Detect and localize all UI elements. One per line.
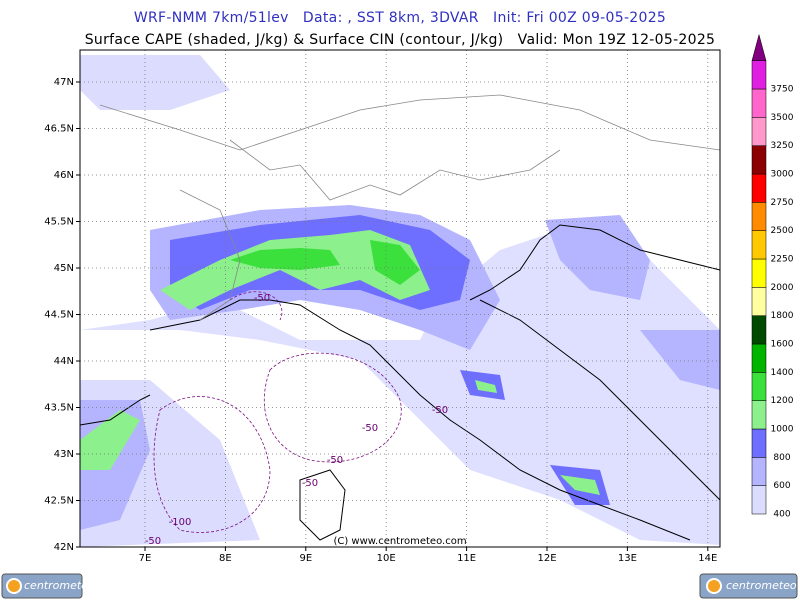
map-labels: 42N 42.5N 43N 43.5N 44N 44.5N 45N 45.5N 46N 46.5N… [44,77,717,564]
colorbar-label: 1200 [771,396,794,406]
colorbar: 400 600 800 1000 1200 1400 1600 1800 2000 2250 250… [751,33,794,520]
lon-label: 13E [618,553,637,564]
colorbar-swatch [751,343,767,373]
colorbar-swatch [751,117,767,146]
lon-label: 9E [299,553,312,564]
colorbar-swatch [751,202,767,231]
colorbar-label: 2000 [771,283,794,293]
colorbar-swatch [751,400,767,430]
lat-label: 42.5N [44,496,74,507]
lon-label: 14E [698,553,717,564]
map: 42N 42.5N 43N 43.5N 44N 44.5N 45N 45.5N 46N 46.5N… [44,49,721,564]
cin-label: -50 [302,478,318,489]
lat-label: 46.5N [44,124,74,135]
lat-label: 43N [54,449,74,460]
lat-label: 42N [54,542,74,553]
cin-label: -50 [362,423,378,434]
colorbar-label: 1800 [771,311,794,321]
lon-label: 8E [219,553,232,564]
lon-label: 12E [537,553,556,564]
lon-label: 11E [457,553,476,564]
logo-text: centrometeo [24,579,95,592]
colorbar-swatch [751,287,767,316]
colorbar-swatch [751,173,767,203]
lon-label: 10E [377,553,396,564]
header-line1: WRF-NMM 7km/51lev Data: , SST 8km, 3DVAR… [134,10,666,26]
map-frame [79,49,721,548]
colorbar-label: 3500 [771,113,794,123]
copyright: (C) www.centrometeo.com [333,536,466,547]
lat-label: 47N [54,77,74,88]
colorbar-swatch [751,145,767,175]
colorbar-swatch [751,428,767,458]
colorbar-label: 800 [773,453,790,463]
cin-label: -50 [432,405,448,416]
colorbar-swatch [751,315,767,345]
lat-label: 45.5N [44,217,74,228]
cin-contours [153,291,402,533]
colorbar-label: 1000 [771,425,794,435]
cin-label: -50 [327,455,343,466]
cin-label: -50 [254,293,270,304]
colorbar-label: 3250 [771,141,794,151]
lon-label: 7E [139,553,152,564]
lat-label: 46N [54,170,74,181]
colorbar-label: 2750 [771,198,794,208]
colorbar-swatch [751,457,767,486]
cin-label: -100 [169,517,192,528]
colorbar-swatch [751,60,767,90]
colorbar-label: 1600 [771,340,794,350]
colorbar-label: 2250 [771,255,794,265]
graticule [80,50,720,547]
colorbar-label: 2500 [771,226,794,236]
lat-label: 44N [54,356,74,367]
lat-label: 44.5N [44,310,74,321]
colorbar-label: 3750 [771,85,794,95]
colorbar-label: 400 [773,510,790,520]
cin-label: -50 [145,536,161,547]
colorbar-label: 600 [773,481,790,491]
logo-right: centrometeo [699,573,798,599]
lat-label: 43.5N [44,403,74,414]
colorbar-label: 3000 [771,170,794,180]
colorbar-label: 1400 [771,368,794,378]
colorbar-swatch [751,230,767,260]
colorbar-arrow [751,33,767,61]
header-line2: Surface CAPE (shaded, J/kg) & Surface CI… [85,32,716,48]
colorbar-swatch [751,88,767,118]
logo-text: centrometeo [726,579,797,592]
lat-label: 45N [54,263,74,274]
cape-shading [80,55,720,547]
colorbar-swatch [751,372,767,401]
logo-left: centrometeo [1,573,95,599]
colorbar-swatch [751,485,767,515]
colorbar-swatch [751,258,767,288]
